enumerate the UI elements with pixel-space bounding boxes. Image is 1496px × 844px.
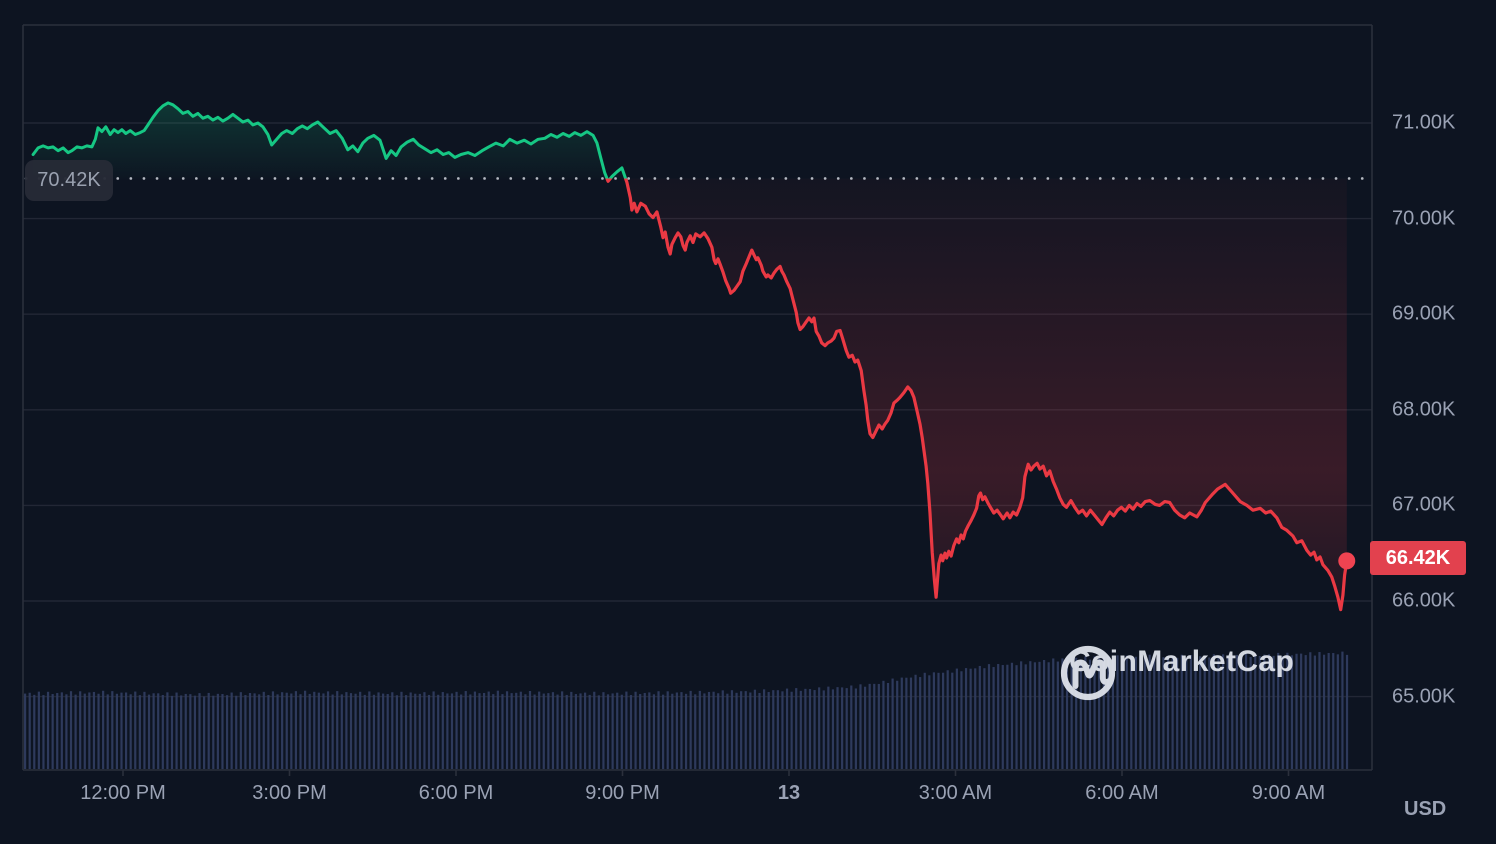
coinmarketcap-logo-icon bbox=[1060, 645, 1116, 701]
x-axis-label: 6:00 AM bbox=[1085, 782, 1159, 804]
baseline-price-value: 70.42K bbox=[37, 169, 101, 191]
grid-lines bbox=[23, 122, 1372, 698]
coinmarketcap-watermark: CoinMarketCap bbox=[1060, 645, 1294, 701]
x-axis-label: 12:00 PM bbox=[80, 782, 166, 804]
x-axis-label: 3:00 AM bbox=[918, 782, 993, 804]
price-area-up bbox=[33, 102, 1347, 179]
y-axis-label: 67.00K bbox=[1392, 493, 1456, 516]
price-line-down[interactable] bbox=[33, 103, 1349, 612]
x-axis-label: 6:00 PM bbox=[418, 782, 494, 804]
x-axis-label: 3:00 PM bbox=[252, 782, 327, 804]
last-price-value: 66.42K bbox=[1385, 546, 1451, 569]
y-axis-label: 66.00K bbox=[1392, 589, 1456, 612]
y-axis-label: 69.00K bbox=[1392, 302, 1456, 325]
y-axis-unit-label: USD bbox=[1404, 798, 1447, 820]
x-axis-date-label: 13 bbox=[777, 782, 801, 804]
y-axis-label: 70.00K bbox=[1392, 207, 1456, 230]
price-area-down bbox=[606, 178, 1347, 610]
y-axis-label: 65.00K bbox=[1392, 685, 1456, 708]
price-line-up[interactable] bbox=[31, 101, 1347, 610]
y-axis-label: 68.00K bbox=[1392, 398, 1456, 421]
x-axis-label: 9:00 AM bbox=[1251, 782, 1326, 804]
plot-border bbox=[22, 24, 1373, 776]
volume-bars[interactable] bbox=[24, 651, 1349, 769]
baseline-price-badge: 70.42K bbox=[25, 160, 113, 201]
last-price-dot bbox=[1338, 552, 1356, 570]
y-axis-label: 71.00K bbox=[1392, 111, 1456, 134]
x-axis-label: 9:00 PM bbox=[585, 782, 660, 804]
last-price-badge: 66.42K bbox=[1370, 541, 1466, 575]
